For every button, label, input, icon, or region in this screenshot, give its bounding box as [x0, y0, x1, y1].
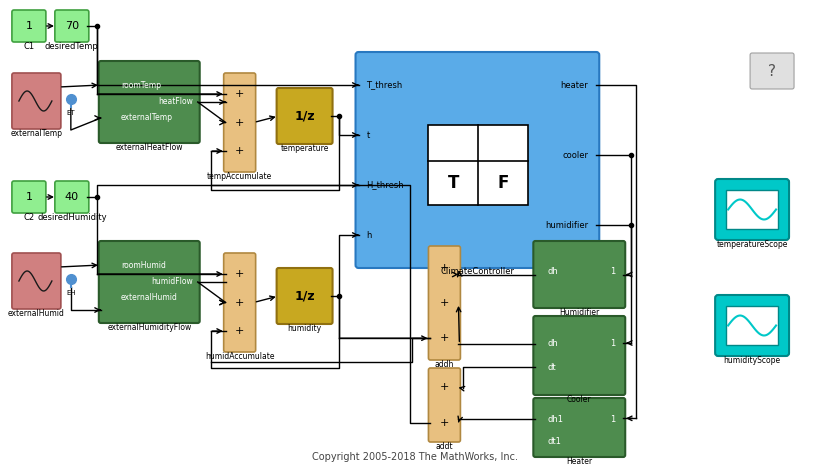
- FancyBboxPatch shape: [12, 253, 61, 309]
- Text: temperatureScope: temperatureScope: [716, 240, 788, 249]
- Text: externalHumidityFlow: externalHumidityFlow: [107, 323, 192, 332]
- FancyBboxPatch shape: [355, 52, 599, 268]
- FancyBboxPatch shape: [276, 268, 333, 324]
- Text: desiredTemp: desiredTemp: [45, 42, 99, 51]
- Text: +: +: [440, 263, 449, 273]
- FancyBboxPatch shape: [12, 73, 61, 129]
- Text: humidifier: humidifier: [545, 220, 588, 229]
- Text: +: +: [235, 298, 244, 308]
- FancyBboxPatch shape: [223, 253, 256, 352]
- Text: externalHumid: externalHumid: [8, 309, 65, 318]
- FancyBboxPatch shape: [428, 246, 461, 360]
- FancyBboxPatch shape: [715, 179, 789, 240]
- Text: heatFlow: heatFlow: [158, 97, 193, 106]
- FancyBboxPatch shape: [715, 295, 789, 356]
- FancyBboxPatch shape: [12, 181, 46, 213]
- Text: +: +: [440, 417, 449, 428]
- Text: 1: 1: [26, 192, 32, 202]
- Bar: [726, 190, 778, 229]
- FancyBboxPatch shape: [99, 241, 200, 323]
- Text: roomHumid: roomHumid: [121, 260, 166, 269]
- Text: 1: 1: [26, 21, 32, 31]
- Text: h: h: [367, 230, 372, 239]
- Text: cooler: cooler: [562, 151, 588, 160]
- Text: 40: 40: [65, 192, 79, 202]
- Text: T_thresh: T_thresh: [367, 81, 403, 89]
- Text: ET: ET: [66, 110, 76, 116]
- Bar: [726, 306, 778, 345]
- Text: externalTemp: externalTemp: [121, 114, 173, 122]
- Bar: [428, 125, 529, 205]
- Text: humidity: humidity: [287, 324, 322, 333]
- Text: Humidifier: Humidifier: [559, 308, 599, 317]
- Text: +: +: [235, 269, 244, 279]
- FancyBboxPatch shape: [99, 61, 200, 143]
- Text: ?: ?: [768, 64, 776, 79]
- Text: T: T: [447, 174, 459, 192]
- Text: 1: 1: [610, 415, 615, 424]
- Text: F: F: [498, 174, 509, 192]
- Text: 1: 1: [610, 339, 615, 348]
- FancyBboxPatch shape: [276, 88, 333, 144]
- FancyBboxPatch shape: [55, 10, 89, 42]
- FancyBboxPatch shape: [12, 10, 46, 42]
- Text: Cooler: Cooler: [567, 395, 592, 404]
- Text: humidFlow: humidFlow: [151, 276, 193, 285]
- Text: Heater: Heater: [566, 457, 593, 466]
- Text: +: +: [235, 89, 244, 99]
- Text: roomTemp: roomTemp: [121, 81, 161, 89]
- Text: dh: dh: [547, 267, 558, 276]
- FancyBboxPatch shape: [55, 181, 89, 213]
- FancyBboxPatch shape: [223, 73, 256, 172]
- Text: C2: C2: [23, 213, 35, 222]
- Text: dh1: dh1: [547, 415, 564, 424]
- Text: dh: dh: [547, 339, 558, 348]
- Text: addh: addh: [435, 360, 454, 369]
- Text: C1: C1: [23, 42, 35, 51]
- FancyBboxPatch shape: [534, 241, 625, 308]
- Text: humidityScope: humidityScope: [724, 356, 781, 365]
- Text: 1/z: 1/z: [295, 109, 315, 122]
- FancyBboxPatch shape: [534, 398, 625, 457]
- Text: addt: addt: [436, 442, 453, 451]
- Text: dt1: dt1: [547, 438, 561, 447]
- Text: 70: 70: [65, 21, 79, 31]
- Text: externalHumid: externalHumid: [121, 293, 178, 302]
- Text: externalHeatFlow: externalHeatFlow: [115, 143, 183, 152]
- Text: +: +: [440, 333, 449, 343]
- Text: externalTemp: externalTemp: [11, 129, 62, 138]
- Text: humidAccumulate: humidAccumulate: [205, 352, 275, 361]
- Text: heater: heater: [560, 81, 588, 89]
- Text: +: +: [235, 326, 244, 336]
- Text: H_thresh: H_thresh: [367, 180, 404, 189]
- Text: ClimateController: ClimateController: [441, 267, 515, 276]
- Text: temperature: temperature: [281, 144, 329, 153]
- Text: 1/z: 1/z: [295, 290, 315, 302]
- Text: +: +: [440, 382, 449, 392]
- FancyBboxPatch shape: [428, 368, 461, 442]
- Text: dt: dt: [547, 364, 556, 373]
- Text: Copyright 2005-2018 The MathWorks, Inc.: Copyright 2005-2018 The MathWorks, Inc.: [312, 452, 519, 462]
- Text: desiredHumidity: desiredHumidity: [37, 213, 107, 222]
- FancyBboxPatch shape: [534, 316, 625, 395]
- Text: tempAccumulate: tempAccumulate: [207, 172, 272, 181]
- FancyBboxPatch shape: [750, 53, 794, 89]
- Text: t: t: [367, 130, 370, 139]
- Text: EH: EH: [66, 290, 76, 296]
- Text: +: +: [235, 117, 244, 128]
- Text: 1: 1: [610, 267, 615, 276]
- Text: +: +: [235, 146, 244, 156]
- Text: +: +: [440, 298, 449, 308]
